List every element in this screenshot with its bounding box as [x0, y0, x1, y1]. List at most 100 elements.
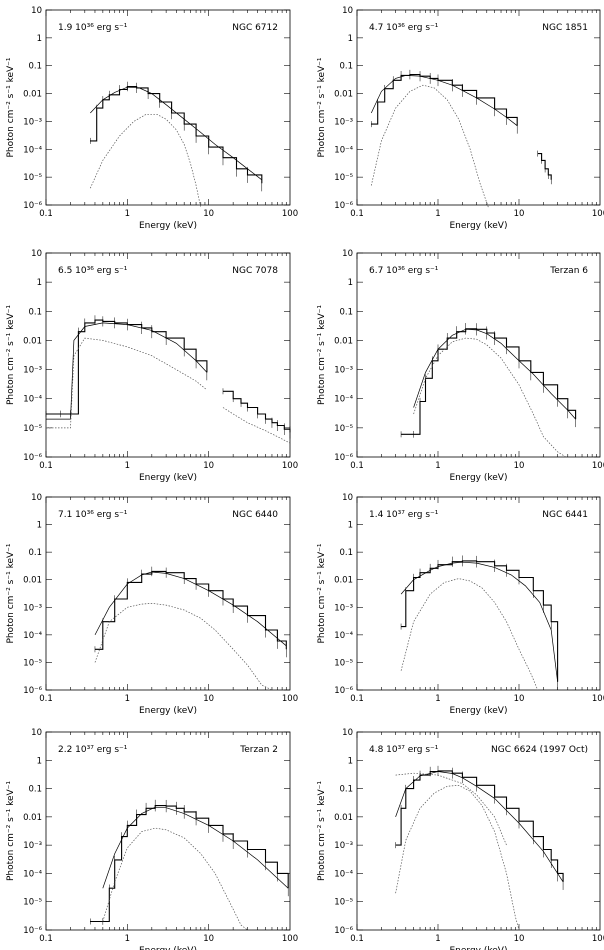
y-axis-label: Photon cm⁻² s⁻¹ keV⁻¹: [6, 781, 16, 881]
series-model-2: [400, 561, 558, 682]
x-tick-label: 100: [282, 694, 298, 704]
y-tick-label: 10: [31, 493, 42, 503]
y-tick-label: 10⁻³: [334, 117, 353, 127]
chart-panel-7: 0.1 1 10 100 10 1 0.1 0.01 10⁻³ 10⁻⁴ 10⁻⁵ 10⁻⁶ Energ…: [6, 728, 298, 950]
series-model-2: [90, 86, 263, 181]
y-tick-label: 1: [348, 34, 353, 44]
plot-frame: [45, 252, 291, 458]
y-tick-label: 10⁻⁶: [334, 926, 353, 936]
x-tick-label: 1: [435, 694, 440, 704]
y-tick-label: 1: [37, 278, 42, 288]
x-tick-label: 10: [203, 934, 214, 944]
series-data-2: [537, 153, 552, 180]
luminosity-label: 2.2 10³⁷ erg s⁻¹: [58, 745, 128, 755]
luminosity-label: 1.4 10³⁷ erg s⁻¹: [369, 510, 439, 520]
y-tick-label: 10⁻³: [23, 841, 42, 851]
chart-panel-6: 0.1 1 10 100 10 1 0.1 0.01 10⁻³ 10⁻⁴ 10⁻⁵ 10⁻⁶ Energ…: [317, 493, 604, 716]
y-tick-label: 1: [37, 756, 42, 766]
chart-panel-1: 0.1 1 10 100 10 1 0.1 0.01 10⁻³ 10⁻⁴ 10⁻⁵ 10⁻⁶ Energ…: [6, 6, 298, 231]
y-tick-label: 1: [348, 521, 353, 531]
x-tick-label: 0.1: [350, 209, 364, 219]
source-label: NGC 6441: [542, 510, 588, 520]
chart-panel-4: 0.1 1 10 100 10 1 0.1 0.01 10⁻³ 10⁻⁴ 10⁻⁵ 10⁻⁶ Energ…: [317, 249, 604, 483]
x-tick-label: 1: [125, 694, 130, 704]
y-tick-label: 10⁻⁴: [23, 869, 42, 879]
luminosity-label: 7.1 10³⁶ erg s⁻¹: [58, 510, 128, 520]
source-label: NGC 6712: [232, 23, 278, 33]
y-tick-label: 10⁻⁴: [334, 631, 353, 641]
source-label: Terzan 2: [239, 745, 278, 755]
y-tick-label: 0.01: [334, 813, 353, 823]
x-tick-label: 0.1: [350, 694, 364, 704]
y-tick-label: 10⁻⁵: [334, 658, 353, 668]
series-data-1: [46, 319, 208, 415]
y-tick-label: 0.1: [28, 785, 42, 795]
y-tick-label: 10⁻⁵: [23, 173, 42, 183]
series-data-1: [90, 85, 263, 184]
y-tick-label: 10⁻⁶: [23, 453, 42, 463]
y-tick-label: 0.01: [334, 90, 353, 100]
y-tick-label: 10: [342, 493, 353, 503]
y-tick-label: 1: [37, 521, 42, 531]
series-data-1: [90, 805, 289, 923]
x-tick-label: 1: [435, 209, 440, 219]
y-tick-label: 10⁻³: [23, 366, 42, 376]
x-tick-label: 1: [435, 934, 440, 944]
series-component-4: [395, 772, 507, 846]
series-model-2: [413, 328, 576, 420]
y-tick-label: 10⁻⁶: [23, 201, 42, 211]
luminosity-label: 4.8 10³⁷ erg s⁻¹: [369, 745, 439, 755]
series-data-1: [401, 560, 559, 682]
y-axis-label: Photon cm⁻² s⁻¹ keV⁻¹: [317, 781, 327, 881]
y-tick-label: 10⁻⁶: [23, 686, 42, 696]
x-tick-label: 100: [282, 461, 298, 471]
y-tick-label: 0.1: [339, 62, 353, 72]
luminosity-label: 6.5 10³⁶ erg s⁻¹: [58, 266, 128, 276]
y-axis-label: Photon cm⁻² s⁻¹ keV⁻¹: [6, 305, 16, 405]
plot-frame: [45, 9, 291, 206]
y-tick-label: 10⁻⁴: [334, 395, 353, 405]
x-axis-label: Energy (keV): [139, 473, 197, 483]
x-tick-label: 0.1: [350, 934, 364, 944]
x-tick-label: 1: [435, 461, 440, 471]
series-component-3: [89, 113, 202, 208]
plot-frame: [356, 731, 601, 931]
x-axis-label: Energy (keV): [450, 946, 508, 950]
y-tick-label: 0.01: [23, 336, 42, 346]
y-tick-label: 10⁻⁶: [334, 453, 353, 463]
y-tick-label: 10⁻⁴: [334, 145, 353, 155]
y-tick-label: 10⁻⁵: [23, 658, 42, 668]
x-tick-label: 100: [282, 209, 298, 219]
x-tick-label: 1: [125, 209, 130, 219]
y-tick-label: 10⁻⁶: [23, 926, 42, 936]
y-tick-label: 10⁻⁵: [23, 898, 42, 908]
y-tick-label: 0.1: [339, 548, 353, 558]
series-component-5: [222, 407, 291, 444]
y-tick-label: 10: [31, 6, 42, 16]
y-tick-label: 0.1: [28, 307, 42, 317]
x-tick-label: 100: [592, 209, 604, 219]
x-tick-label: 100: [592, 934, 604, 944]
plot-frame: [45, 496, 291, 691]
y-tick-label: 0.01: [334, 336, 353, 346]
x-tick-label: 1: [125, 934, 130, 944]
x-tick-label: 10: [514, 209, 525, 219]
x-tick-label: 100: [592, 694, 604, 704]
y-tick-label: 10⁻⁵: [23, 424, 42, 434]
plot-frame: [45, 731, 291, 931]
series-component-3: [400, 578, 539, 691]
series-component-3: [395, 784, 520, 931]
x-axis-label: Energy (keV): [139, 221, 197, 231]
source-label: Terzan 6: [549, 266, 588, 276]
series-component-3: [102, 827, 248, 931]
series-model-2: [395, 771, 564, 883]
y-tick-label: 0.01: [23, 813, 42, 823]
chart-panel-5: 0.1 1 10 100 10 1 0.1 0.01 10⁻³ 10⁻⁴ 10⁻⁵ 10⁻⁶ Energ…: [6, 493, 298, 716]
y-tick-label: 10: [342, 249, 353, 259]
y-tick-label: 10⁻³: [334, 366, 353, 376]
y-tick-label: 10: [342, 6, 353, 16]
series-component-3: [94, 602, 273, 691]
y-tick-label: 10⁻⁴: [334, 869, 353, 879]
series-model-2: [94, 571, 287, 647]
